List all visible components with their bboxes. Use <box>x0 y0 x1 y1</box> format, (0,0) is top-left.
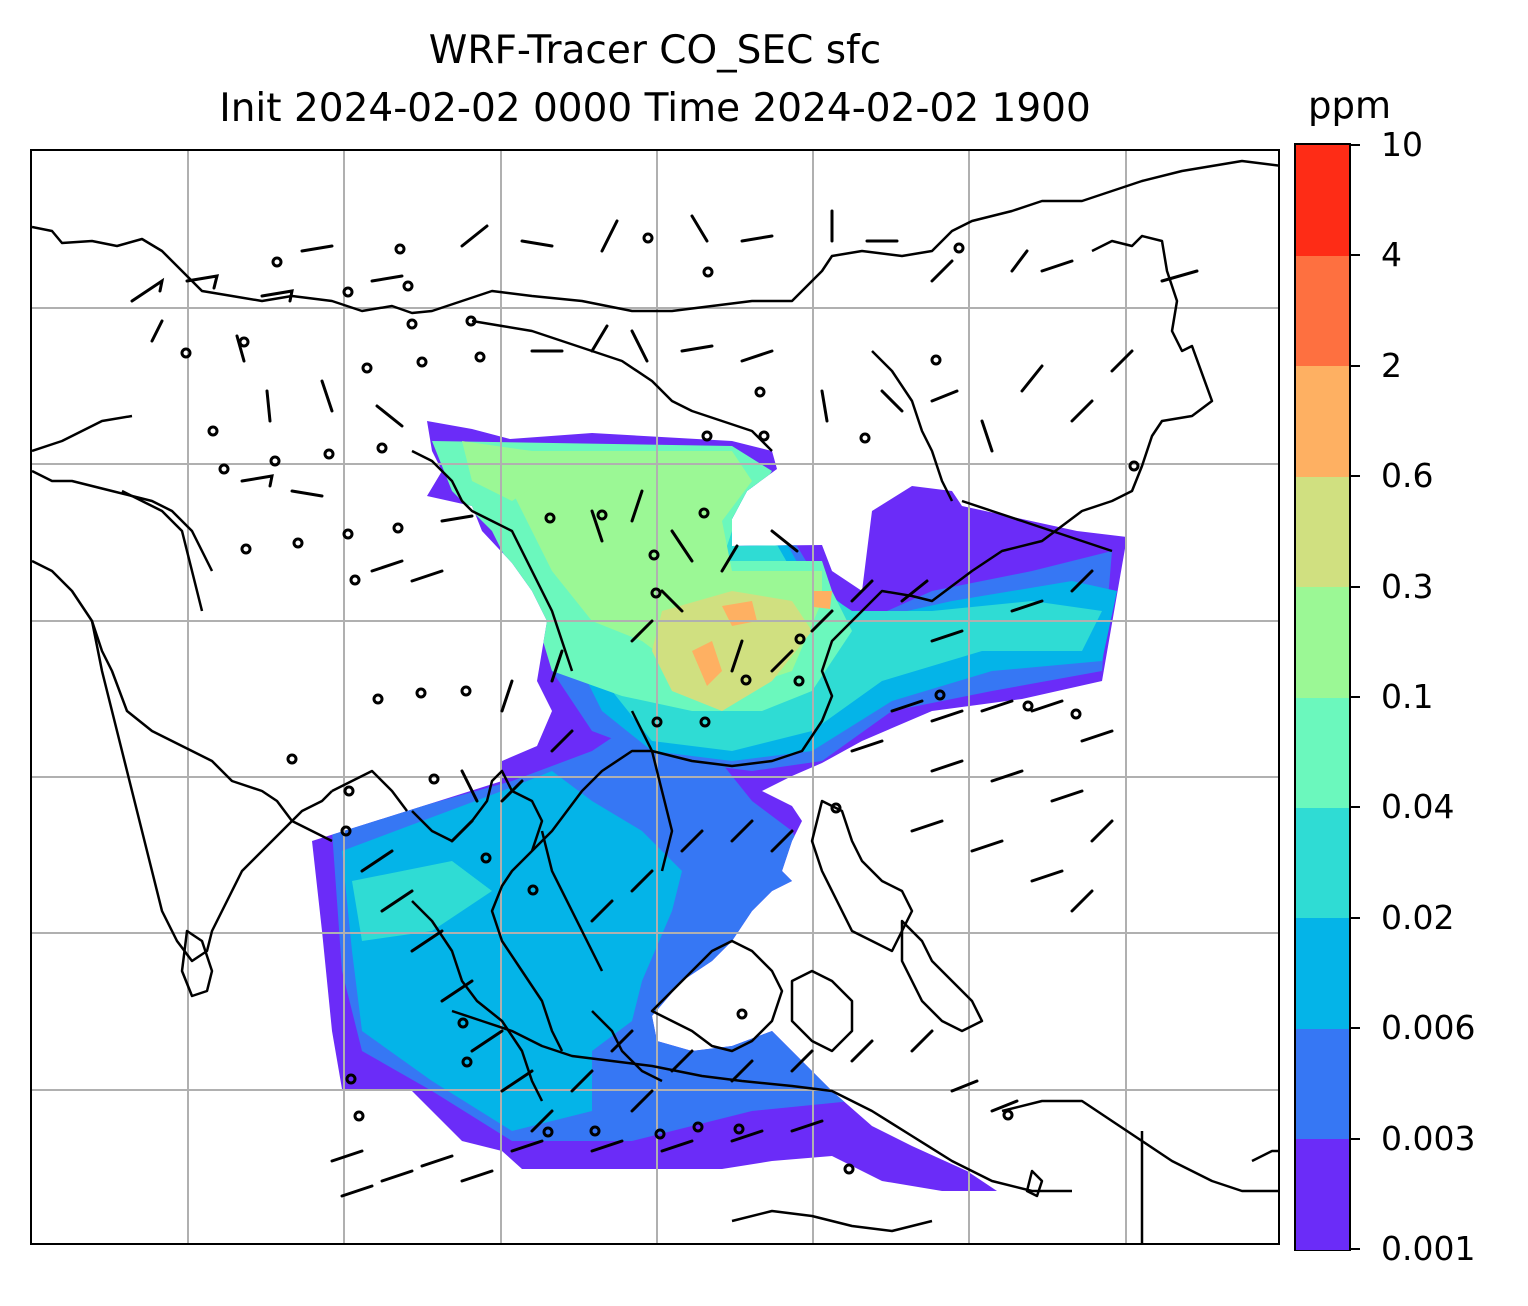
colorbar-segment <box>1296 917 1349 1029</box>
colorbar-segment <box>1296 476 1349 588</box>
colorbar-tick <box>1351 475 1360 478</box>
colorbar-tick <box>1351 916 1360 919</box>
colorbar-segment <box>1296 807 1349 919</box>
colorbar-tick-label: 0.04 <box>1381 787 1455 827</box>
colorbar-tick-label: 0.3 <box>1381 566 1434 606</box>
colorbar-segment <box>1296 145 1349 256</box>
colorbar-unit-label: ppm <box>1308 84 1392 127</box>
map-canvas <box>32 151 1278 1243</box>
colorbar-tick <box>1351 144 1360 146</box>
chart-title-line1: WRF-Tracer CO_SEC sfc <box>428 28 882 73</box>
colorbar-tick-label: 0.001 <box>1381 1229 1476 1268</box>
colorbar-segment <box>1296 1028 1349 1140</box>
colorbar-tick <box>1351 1248 1360 1250</box>
colorbar-tick <box>1351 1137 1360 1140</box>
coastlines <box>32 159 1278 1243</box>
colorbar <box>1294 143 1351 1251</box>
colorbar-tick-label: 2 <box>1381 345 1402 385</box>
colorbar-tick-label: 10 <box>1381 125 1423 164</box>
wind-barbs <box>130 209 1199 1198</box>
colorbar-tick <box>1351 364 1360 367</box>
chart-title-line2: Init 2024-02-02 0000 Time 2024-02-02 190… <box>219 86 1091 131</box>
colorbar-segment <box>1296 365 1349 477</box>
map-panel <box>30 149 1280 1245</box>
colorbar-segment <box>1296 255 1349 367</box>
colorbar-tick <box>1351 806 1360 809</box>
colorbar-tick-label: 0.003 <box>1381 1118 1476 1158</box>
colorbar-segment <box>1296 586 1349 698</box>
calm-wind-markers <box>180 232 1140 1175</box>
colorbar-tick-label: 0.006 <box>1381 1008 1476 1048</box>
colorbar-tick <box>1351 254 1360 257</box>
gridlines <box>32 151 1278 1243</box>
colorbar-tick-label: 0.6 <box>1381 456 1434 496</box>
colorbar-tick-label: 0.02 <box>1381 897 1455 937</box>
colorbar-tick <box>1351 696 1360 698</box>
colorbar-tick-label: 0.1 <box>1381 677 1434 716</box>
colorbar-tick <box>1351 585 1360 588</box>
colorbar-tick <box>1351 1027 1360 1030</box>
colorbar-tick-label: 4 <box>1381 235 1402 275</box>
colorbar-segment <box>1296 1138 1349 1250</box>
colorbar-segment <box>1296 697 1349 808</box>
